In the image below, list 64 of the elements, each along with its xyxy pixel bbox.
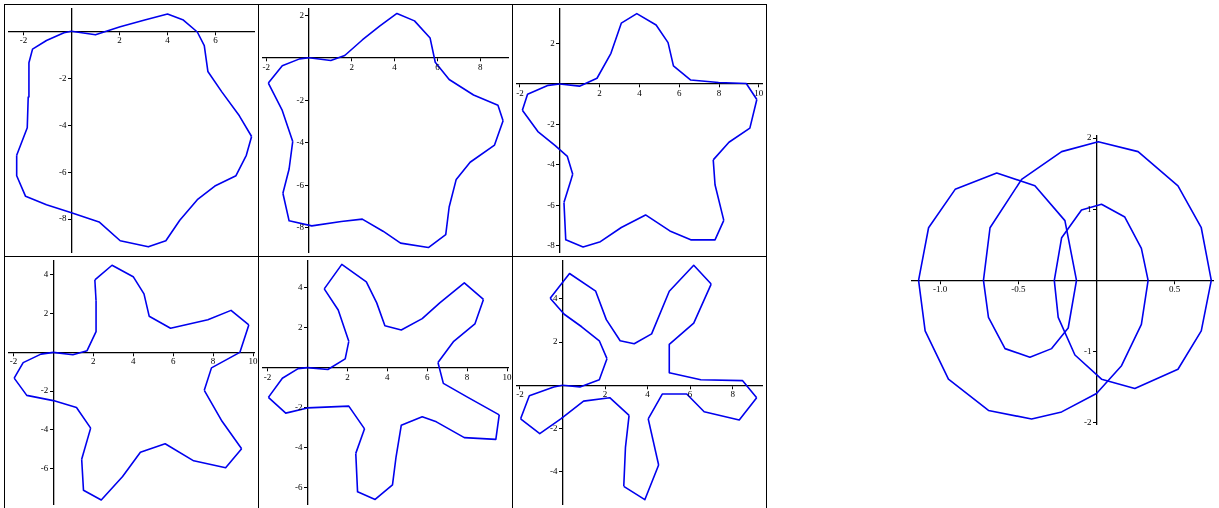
x-tick-label: 2 — [117, 35, 122, 46]
x-tick-label: 6 — [424, 371, 430, 382]
x-tick-label: -2 — [516, 389, 524, 400]
y-tick-label: -2 — [58, 72, 67, 83]
y-tick-label: -6 — [40, 462, 49, 473]
y-tick-label: 4 — [553, 293, 559, 304]
y-tick-label: 2 — [299, 9, 304, 20]
x-tick-label: 6 — [435, 61, 441, 72]
x-tick-label: -2 — [19, 35, 28, 46]
x-tick-label: -0.5 — [1011, 284, 1026, 295]
y-tick-label: -4 — [294, 441, 303, 452]
x-tick-label: 4 — [165, 35, 171, 46]
x-tick-label: 10 — [754, 87, 764, 98]
x-tick-label: 2 — [602, 389, 608, 400]
x-tick-label: 8 — [716, 87, 722, 98]
y-tick-label: -2 — [294, 401, 303, 412]
x-tick-label: 4 — [385, 371, 391, 382]
y-tick-label: -8 — [296, 221, 305, 232]
x-tick-label: 0.5 — [1169, 284, 1181, 295]
y-tick-label: -6 — [547, 199, 556, 210]
x-tick-label: 6 — [170, 356, 176, 367]
x-tick-label: 4 — [637, 87, 643, 98]
x-tick-label: 2 — [91, 356, 96, 367]
y-tick-label: -4 — [58, 119, 67, 130]
y-tick-label: 2 — [43, 308, 49, 319]
y-tick-label: -4 — [547, 159, 556, 170]
y-tick-label: 2 — [1087, 132, 1092, 143]
x-tick-label: 4 — [130, 356, 136, 367]
x-tick-label: -2 — [9, 356, 18, 367]
y-tick-label: 2 — [297, 322, 303, 333]
x-tick-label: 6 — [676, 87, 682, 98]
x-tick-label: 2 — [345, 371, 350, 382]
y-tick-label: -6 — [58, 166, 67, 177]
x-tick-label: 8 — [730, 389, 736, 400]
x-tick-label: 6 — [687, 389, 693, 400]
x-tick-label: 2 — [349, 61, 355, 72]
x-tick-label: 2 — [597, 87, 602, 98]
x-tick-label: 6 — [213, 35, 219, 46]
x-tick-label: 10 — [502, 371, 512, 382]
y-tick-label: -4 — [296, 137, 305, 148]
y-tick-label: -1 — [1084, 345, 1092, 356]
y-tick-label: 2 — [553, 336, 558, 347]
y-tick-label: -2 — [296, 94, 304, 105]
y-tick-label: -8 — [547, 240, 556, 251]
y-tick-label: -6 — [296, 179, 305, 190]
x-tick-label: 10 — [248, 356, 258, 367]
y-tick-label: -2 — [550, 422, 558, 433]
x-tick-label: -2 — [262, 61, 270, 72]
y-tick-label: -4 — [550, 465, 559, 476]
x-tick-label: -2 — [516, 87, 524, 98]
y-tick-label: -2 — [547, 118, 555, 129]
x-tick-label: -1.0 — [933, 284, 948, 295]
x-tick-label: 4 — [645, 389, 651, 400]
y-tick-label: 4 — [43, 269, 49, 280]
y-tick-label: 1 — [1087, 203, 1092, 214]
x-tick-label: 8 — [464, 371, 470, 382]
x-tick-label: 8 — [210, 356, 216, 367]
x-tick-label: 8 — [477, 61, 483, 72]
y-tick-label: -8 — [58, 213, 67, 224]
y-tick-label: -4 — [40, 424, 49, 435]
y-tick-label: -2 — [1084, 416, 1092, 427]
y-tick-label: -6 — [294, 481, 303, 492]
x-tick-label: -2 — [263, 371, 272, 382]
x-tick-label: 4 — [392, 61, 398, 72]
